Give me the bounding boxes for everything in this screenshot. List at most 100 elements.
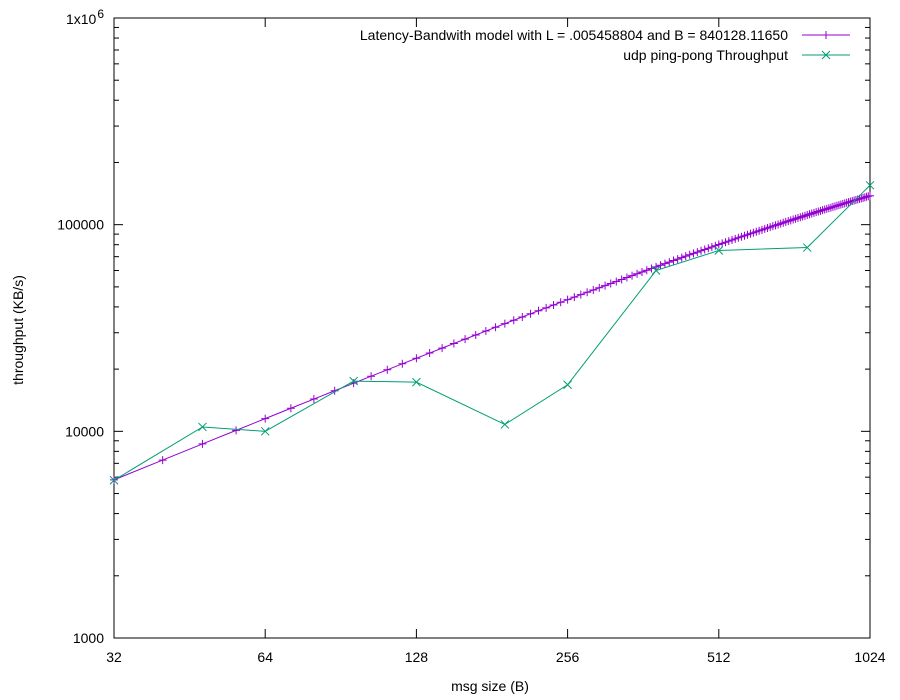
series-0-point-20: [500, 319, 509, 328]
series-0-point-63: [724, 237, 733, 246]
y-tick-top-exponent: 6: [97, 7, 104, 21]
series-0-point-52: [685, 250, 694, 259]
series-0-point-54: [693, 248, 702, 257]
series-0-point-30: [576, 290, 585, 299]
x-tick-label-4: 512: [707, 649, 731, 665]
series-1-point-2: [260, 426, 270, 436]
y-tick-label-top: 1x106: [66, 7, 104, 27]
legend: Latency-Bandwith model with L = .0054588…: [360, 27, 850, 63]
series-0-point-110: [840, 199, 849, 208]
series-0-point-98: [816, 206, 825, 215]
series-0-point-32: [589, 286, 598, 295]
series-0-point-18: [481, 327, 490, 336]
series-0-point-34: [601, 281, 610, 290]
series-1-point-8: [714, 246, 724, 255]
y-tick-label-2: 100000: [57, 217, 104, 233]
series-0: [110, 191, 874, 484]
series-0-point-124: [866, 191, 874, 200]
legend-swatches: [802, 31, 850, 60]
series-0-point-55: [697, 246, 706, 255]
series-layer: [109, 180, 875, 485]
series-0-point-100: [820, 205, 829, 214]
series-0-point-120: [859, 193, 868, 202]
series-0-point-21: [509, 316, 518, 325]
series-0-point-41: [637, 267, 646, 276]
legend-label-model: Latency-Bandwith model with L = .0054588…: [360, 27, 788, 43]
series-0-point-93: [805, 210, 814, 219]
x-tick-label-0: 32: [106, 649, 122, 665]
series-0-point-59: [711, 241, 720, 250]
series-0-point-64: [728, 235, 737, 244]
series-0-point-102: [824, 204, 833, 213]
series-1: [109, 180, 875, 485]
series-0-point-5: [286, 404, 295, 413]
series-0-point-119: [857, 194, 866, 203]
series-0-point-37: [617, 275, 626, 284]
series-0-point-36: [612, 277, 621, 286]
series-0-point-9: [367, 372, 376, 381]
series-0-point-96: [812, 208, 821, 217]
series-0-point-97: [814, 207, 823, 216]
series-0-point-29: [570, 293, 579, 302]
series-0-point-108: [836, 200, 845, 209]
series-1-point-4: [412, 377, 421, 387]
series-0-point-92: [803, 211, 812, 220]
series-0-point-50: [677, 253, 686, 262]
series-0-point-99: [818, 206, 827, 215]
x-tick-label-3: 256: [556, 649, 580, 665]
series-0-point-40: [633, 269, 642, 278]
series-0-point-3: [232, 426, 241, 435]
series-0-point-57: [704, 244, 713, 253]
series-0-point-31: [583, 288, 592, 297]
y-tick-top-base: 1x10: [66, 11, 97, 27]
series-0-point-104: [828, 202, 837, 211]
series-0-point-95: [809, 208, 818, 217]
series-0-point-58: [707, 242, 716, 251]
series-0-point-10: [383, 365, 392, 374]
series-0-point-2: [198, 439, 207, 448]
series-0-point-103: [826, 203, 835, 212]
series-1-point-0: [109, 475, 119, 485]
legend-swatch-marker-0: [822, 31, 830, 39]
series-0-point-101: [822, 204, 831, 213]
series-0-point-44: [652, 262, 661, 271]
series-0-point-4: [261, 414, 270, 423]
series-0-point-62: [721, 238, 730, 247]
x-tick-label-2: 128: [405, 649, 429, 665]
series-0-point-25: [542, 303, 551, 312]
series-0-point-39: [628, 271, 637, 280]
series-0-point-106: [832, 201, 841, 210]
series-0-line: [113, 195, 871, 481]
series-0-point-109: [838, 199, 847, 208]
x-axis-title: msg size (B): [451, 678, 529, 694]
series-0-point-56: [700, 245, 709, 254]
series-0-point-17: [471, 331, 480, 340]
series-0-point-15: [449, 339, 458, 348]
series-1-point-9: [802, 243, 812, 252]
series-0-point-61: [718, 239, 727, 248]
series-0-point-11: [398, 359, 407, 368]
series-0-point-94: [807, 209, 816, 218]
series-0-point-48: [669, 256, 678, 265]
series-1-point-5: [500, 420, 510, 429]
y-axis-title: throughput (KB/s): [10, 275, 26, 385]
series-0-point-53: [689, 249, 698, 258]
series-0-point-60: [714, 240, 723, 249]
series-0-point-19: [491, 323, 500, 332]
x-tick-label-5: 1024: [854, 649, 885, 665]
series-0-point-33: [595, 283, 604, 292]
series-1-point-6: [563, 380, 572, 390]
series-0-point-12: [412, 354, 421, 363]
series-0-point-23: [526, 309, 535, 318]
series-0-point-46: [660, 259, 669, 268]
series-0-point-16: [461, 335, 470, 344]
series-1-point-7: [651, 266, 661, 275]
y-axis-ticks: 1000 10000 100000: [57, 17, 870, 646]
series-0-point-6: [309, 395, 318, 404]
series-0-point-24: [534, 306, 543, 315]
series-0-point-117: [853, 195, 862, 204]
x-tick-label-1: 64: [257, 649, 273, 665]
series-1-point-10: [865, 180, 875, 190]
series-1-point-3: [349, 376, 358, 386]
